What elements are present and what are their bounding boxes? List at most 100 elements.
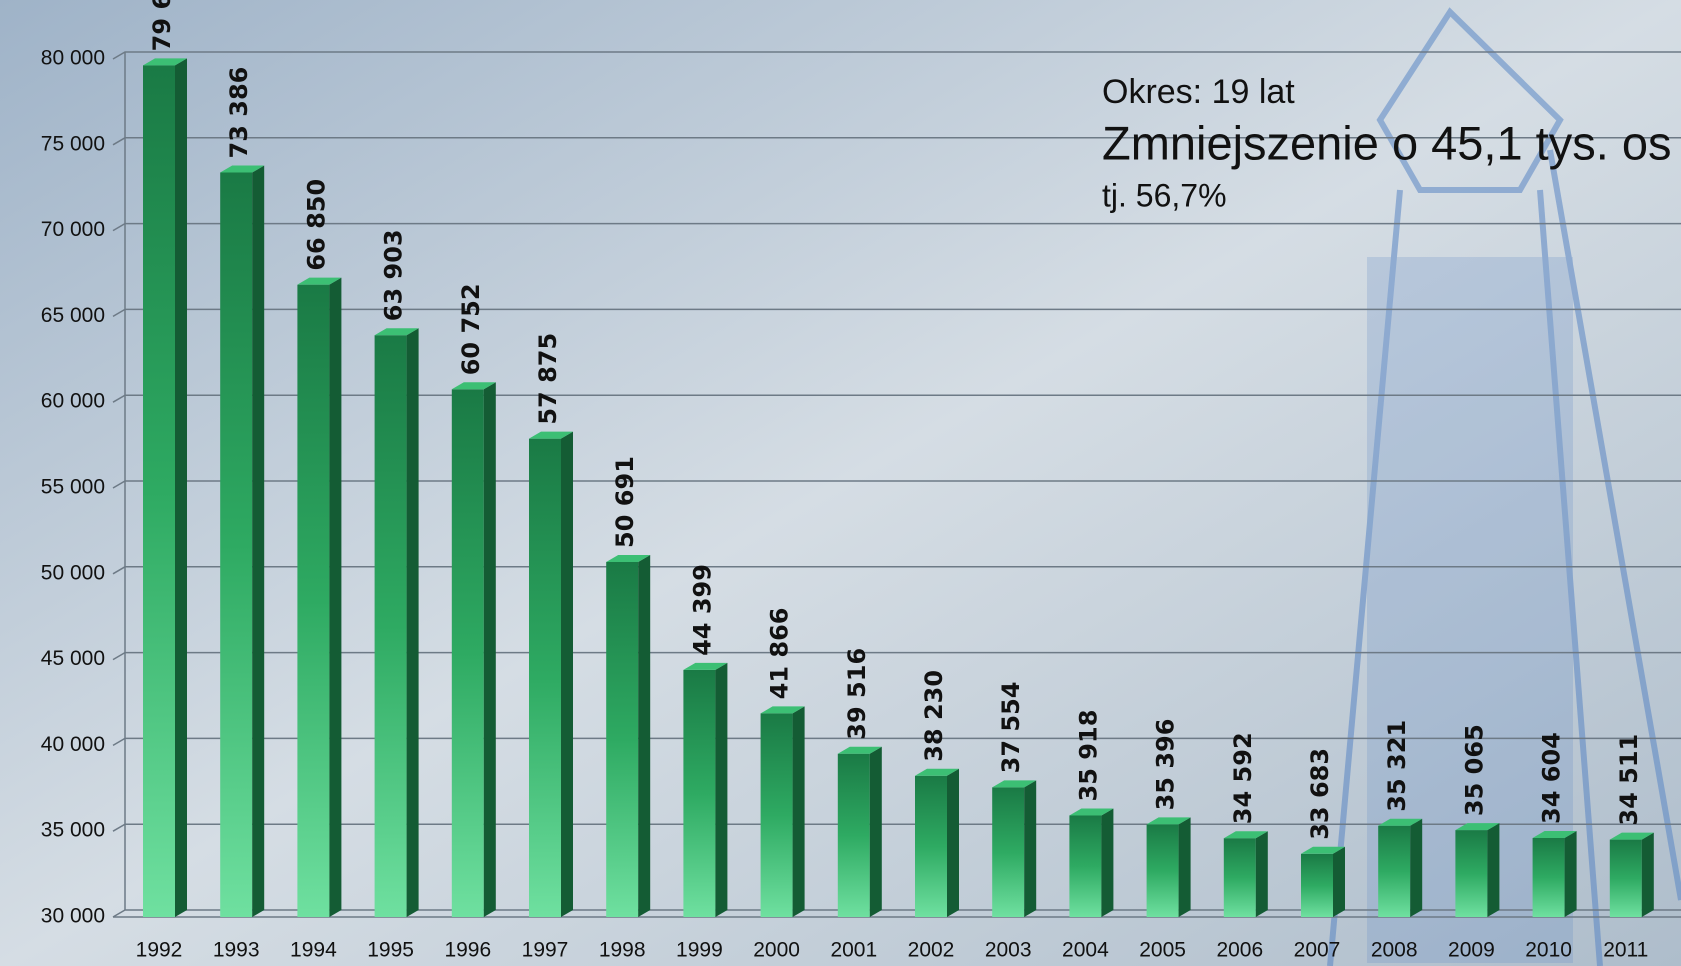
bar-side [869,746,882,917]
x-tick-label: 1992 [136,939,183,962]
bar-group: 50 691 [606,456,651,917]
bar-group: 73 386 [220,67,265,918]
y-tick-label: 55 000 [41,476,105,499]
bar-group: 33 683 [1301,748,1345,917]
bar-group: 34 511 [1609,734,1654,917]
bar-side [1255,831,1268,917]
x-tick-label: 2008 [1371,939,1418,962]
x-tick-label: 1996 [444,939,491,962]
y-tick-label: 65 000 [41,304,105,327]
bar-top [683,662,728,670]
x-tick-label: 1998 [599,939,646,962]
annotation: Okres: 19 lat [1102,73,1295,111]
x-tick-label: 2010 [1525,939,1572,962]
bar-top [220,165,265,173]
y-tick-label: 30 000 [41,905,105,928]
value-label: 37 554 [997,682,1025,774]
y-tick-label: 45 000 [41,647,105,670]
bar-top [1223,831,1268,839]
bar-group: 35 065 [1455,724,1500,917]
bar-side [792,706,805,917]
bar-group: 57 875 [529,333,573,917]
value-label: 34 592 [1229,732,1257,824]
x-tick-label: 2006 [1216,939,1263,962]
bar-top [143,58,187,66]
bar [297,284,330,917]
bar [1609,839,1642,917]
bar-side [1333,846,1345,917]
bar-side [561,431,573,917]
x-tick-label: 1997 [522,939,569,962]
x-tick-label: 2003 [985,939,1032,962]
value-label: 38 230 [920,670,948,762]
value-label: 35 918 [1074,710,1102,802]
value-label: 34 511 [1615,734,1643,826]
bar-side [1641,832,1654,917]
y-tick-label: 40 000 [41,733,105,756]
bar-group: 38 230 [915,670,959,917]
bar-group: 63 903 [374,229,419,918]
bar-top [1301,846,1345,854]
bar [837,753,870,917]
bar [915,775,947,917]
bar [760,713,793,917]
value-label: 63 903 [380,229,408,321]
x-tick-label: 1994 [290,939,337,962]
bar-top [374,328,419,336]
bar-top [1378,818,1423,826]
value-label: 35 396 [1152,719,1180,811]
x-tick-label: 2000 [753,939,800,962]
bar [143,65,175,917]
bar-side [1101,808,1114,917]
bar-top [1532,830,1577,838]
bar-group: 34 604 [1532,732,1577,917]
value-label: 57 875 [534,333,562,425]
y-tick-label: 60 000 [41,390,105,413]
x-tick-label: 2005 [1139,939,1186,962]
y-tick-label: 35 000 [41,819,105,842]
bar-side [252,165,265,918]
bar-group: 37 554 [992,682,1037,917]
bar [992,787,1025,917]
value-label: 41 866 [766,608,794,700]
bar-side [406,328,419,918]
bar-top [915,768,959,776]
y-tick-label: 80 000 [41,47,105,70]
x-tick-label: 2007 [1294,939,1341,962]
value-label: 73 386 [225,67,253,159]
bar-side [715,662,728,917]
bar-top [606,554,651,562]
value-label: 66 850 [302,179,330,271]
bar-side [1410,818,1423,917]
bar-side [1178,817,1191,917]
bar-top [1455,823,1500,831]
bar [374,335,407,918]
bar-top [297,277,342,285]
bar [683,669,716,917]
bar [1532,837,1565,917]
bar-group: 34 592 [1223,732,1268,917]
bar-top [992,780,1037,788]
x-tick-label: 1995 [367,939,414,962]
x-tick-label: 1999 [676,939,723,962]
bar-side [947,768,959,917]
value-label: 35 321 [1383,720,1411,812]
annotation: tj. 56,7% [1102,177,1227,213]
bar [1223,838,1256,917]
bar [529,438,561,917]
bar-group: 35 396 [1146,719,1191,917]
value-label: 34 604 [1538,732,1566,824]
value-label: 44 399 [688,564,716,656]
bar-group: 39 516 [837,648,882,917]
bar-top [529,431,573,439]
bar [1069,815,1102,917]
value-label: 79 632 [148,0,176,51]
value-label: 39 516 [843,648,871,740]
bar-top [1609,832,1654,840]
value-label: 35 065 [1460,724,1488,816]
x-tick-label: 2004 [1062,939,1109,962]
bar-top [837,746,882,754]
x-tick-label: 1993 [213,939,260,962]
bar [1378,825,1411,917]
bar-group: 35 918 [1069,710,1114,917]
